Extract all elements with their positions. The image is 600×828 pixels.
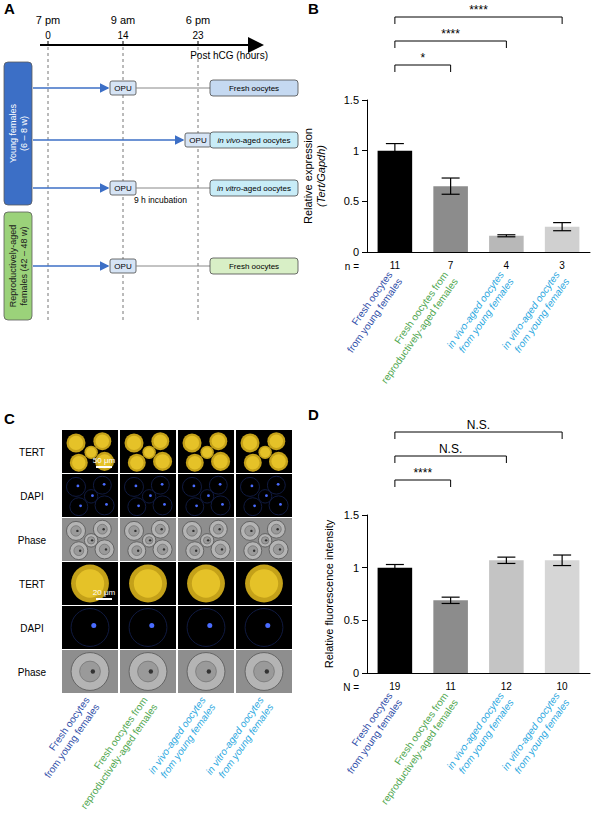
svg-text:reproductively-aged females: reproductively-aged females bbox=[379, 697, 460, 806]
svg-text:in vitro-aged oocytes: in vitro-aged oocytes bbox=[499, 269, 562, 352]
svg-text:11: 11 bbox=[390, 260, 401, 271]
svg-text:0.5: 0.5 bbox=[344, 195, 359, 207]
svg-text:from young females: from young females bbox=[456, 276, 516, 355]
svg-text:N.S.: N.S. bbox=[439, 442, 462, 456]
svg-text:1: 1 bbox=[353, 562, 359, 574]
svg-text:50 μm: 50 μm bbox=[93, 456, 116, 465]
svg-text:from young females: from young females bbox=[512, 697, 571, 775]
svg-text:n =: n = bbox=[345, 261, 359, 272]
svg-text:****: **** bbox=[413, 466, 432, 480]
svg-text:9 am: 9 am bbox=[111, 14, 135, 26]
svg-text:reproductively-aged females: reproductively-aged females bbox=[379, 276, 460, 385]
svg-text:Fresh oocytes: Fresh oocytes bbox=[229, 262, 279, 271]
svg-text:DAPI: DAPI bbox=[20, 491, 43, 502]
svg-text:in vivo-aged oocytes: in vivo-aged oocytes bbox=[444, 690, 506, 772]
svg-text:Relative fluorescence intensit: Relative fluorescence intensity bbox=[323, 519, 335, 668]
svg-text:OPU: OPU bbox=[114, 84, 132, 93]
svg-text:0: 0 bbox=[353, 246, 359, 258]
svg-text:Fresh oocytes: Fresh oocytes bbox=[349, 269, 395, 328]
svg-text:B: B bbox=[308, 0, 319, 17]
svg-text:TERT: TERT bbox=[19, 447, 45, 458]
svg-text:(Tert/Gapdh): (Tert/Gapdh) bbox=[315, 145, 327, 207]
svg-text:Fresh oocytes fromreproductive: Fresh oocytes fromreproductively-aged fe… bbox=[69, 695, 160, 811]
svg-text:Fresh oocytes from: Fresh oocytes from bbox=[392, 269, 451, 346]
svg-text:from young females: from young females bbox=[512, 276, 571, 354]
svg-text:in vivo-aged oocytesfrom young: in vivo-aged oocytesfrom young females bbox=[146, 695, 217, 783]
svg-text:6 pm: 6 pm bbox=[186, 14, 210, 26]
svg-text:Young females(6 – 8 w): Young females(6 – 8 w) bbox=[8, 103, 29, 163]
svg-text:from young females: from young females bbox=[344, 697, 405, 776]
svg-text:0: 0 bbox=[45, 30, 51, 41]
svg-text:7 pm: 7 pm bbox=[36, 14, 60, 26]
svg-text:1: 1 bbox=[353, 145, 359, 157]
svg-text:*: * bbox=[420, 51, 425, 65]
svg-text:****: **** bbox=[441, 27, 460, 41]
svg-text:0: 0 bbox=[353, 667, 359, 679]
svg-text:1.5: 1.5 bbox=[344, 509, 359, 521]
svg-text:from young females: from young females bbox=[344, 276, 405, 355]
svg-text:23: 23 bbox=[192, 30, 204, 41]
svg-text:20 μm: 20 μm bbox=[93, 588, 116, 597]
svg-text:OPU: OPU bbox=[189, 136, 207, 145]
svg-text:****: **** bbox=[469, 3, 488, 17]
svg-text:14: 14 bbox=[117, 30, 129, 41]
svg-text:Phase: Phase bbox=[18, 667, 47, 678]
svg-text:Phase: Phase bbox=[18, 535, 47, 546]
svg-text:10: 10 bbox=[557, 681, 569, 692]
svg-text:11: 11 bbox=[445, 681, 456, 692]
svg-text:from young females: from young females bbox=[456, 697, 516, 776]
svg-text:12: 12 bbox=[501, 681, 513, 692]
svg-text:19: 19 bbox=[389, 681, 401, 692]
svg-text:N.S.: N.S. bbox=[467, 418, 490, 432]
svg-text:3: 3 bbox=[559, 260, 565, 271]
svg-text:7: 7 bbox=[448, 260, 454, 271]
svg-text:0.5: 0.5 bbox=[344, 614, 359, 626]
svg-text:Reproductively-agedfemales (42: Reproductively-agedfemales (42 – 48 w) bbox=[8, 225, 29, 308]
svg-text:in vitro-aged oocytesfrom youn: in vitro-aged oocytesfrom young females bbox=[204, 695, 276, 784]
svg-text:Fresh oocytes: Fresh oocytes bbox=[349, 690, 395, 749]
svg-text:in vivo-aged oocytes: in vivo-aged oocytes bbox=[444, 269, 506, 351]
svg-text:C: C bbox=[4, 410, 15, 427]
svg-text:1.5: 1.5 bbox=[344, 94, 359, 106]
svg-text:D: D bbox=[308, 406, 319, 423]
svg-text:DAPI: DAPI bbox=[20, 623, 43, 634]
svg-text:Post hCG (hours): Post hCG (hours) bbox=[190, 50, 268, 61]
svg-text:in vitro-aged oocytes: in vitro-aged oocytes bbox=[217, 184, 291, 193]
svg-text:TERT: TERT bbox=[19, 579, 45, 590]
svg-text:4: 4 bbox=[504, 260, 510, 271]
svg-text:Fresh oocytesfrom young female: Fresh oocytesfrom young females bbox=[32, 695, 101, 780]
svg-text:Fresh oocytes: Fresh oocytes bbox=[229, 84, 279, 93]
svg-text:Fresh oocytes from: Fresh oocytes from bbox=[392, 690, 451, 767]
svg-text:OPU: OPU bbox=[114, 262, 132, 271]
svg-text:Relative expression: Relative expression bbox=[302, 128, 314, 224]
svg-text:in vivo-aged oocytes: in vivo-aged oocytes bbox=[218, 136, 291, 145]
svg-text:N =: N = bbox=[343, 682, 359, 693]
svg-text:OPU: OPU bbox=[114, 184, 132, 193]
svg-text:9 h incubation: 9 h incubation bbox=[134, 195, 187, 205]
svg-text:A: A bbox=[4, 0, 15, 17]
svg-text:in vitro-aged oocytes: in vitro-aged oocytes bbox=[499, 690, 562, 773]
